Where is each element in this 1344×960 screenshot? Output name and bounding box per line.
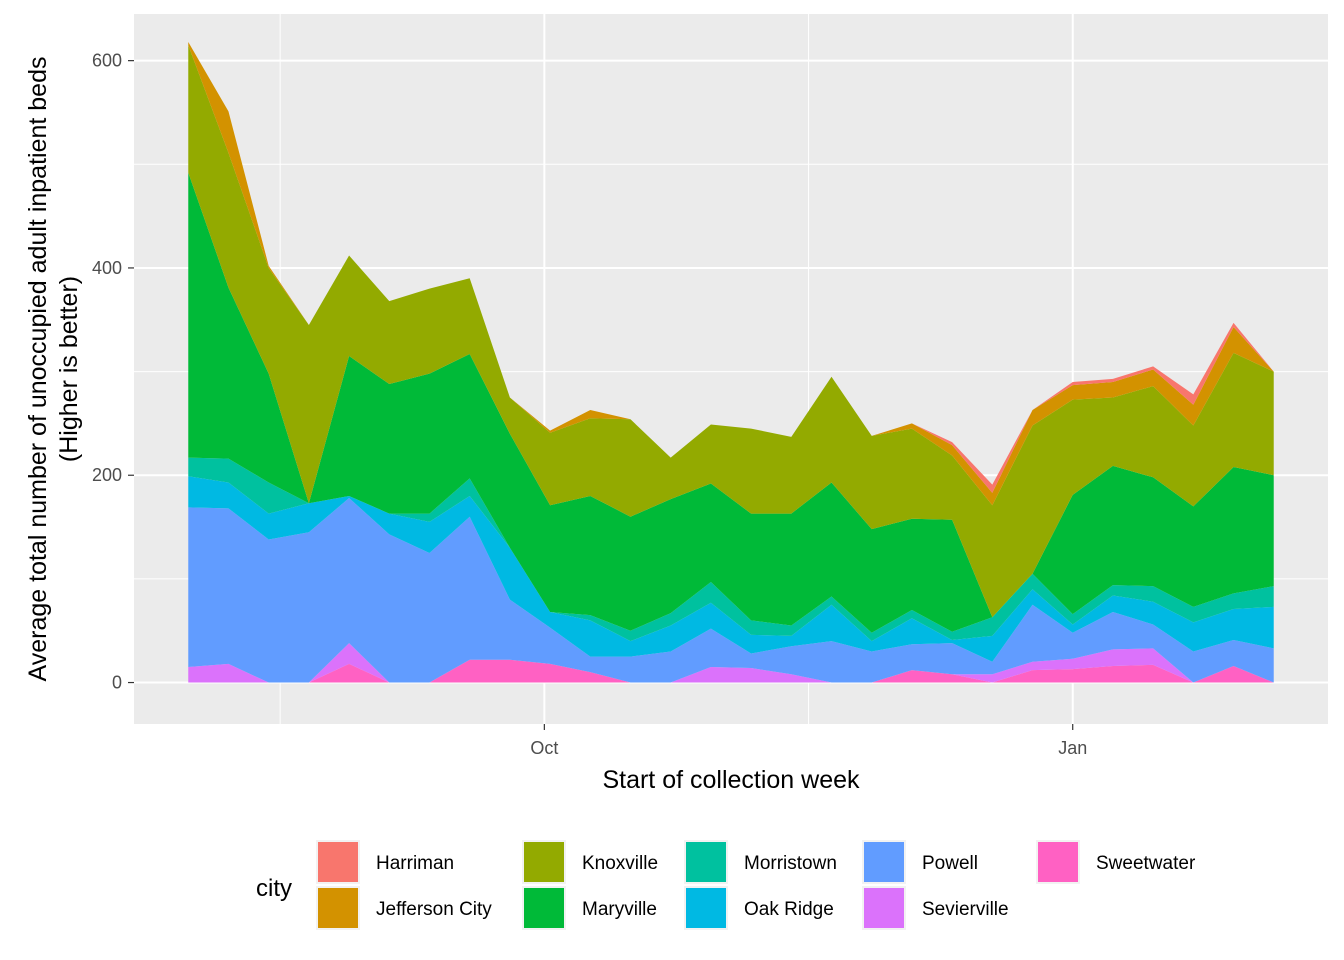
x-axis-title: Start of collection week: [602, 766, 860, 794]
legend-key-powell: [864, 842, 904, 882]
legend-label-sevierville: Sevierville: [922, 899, 1009, 920]
x-tick-label: Oct: [530, 738, 558, 758]
area-powell: [188, 498, 1274, 683]
legend-label-jefferson-city: Jefferson City: [376, 899, 492, 920]
legend-label-morristown: Morristown: [744, 853, 837, 874]
legend: Harriman Jefferson City Knoxville Maryville…: [316, 840, 1196, 930]
y-axis-subtitle: (Higher is better): [55, 276, 83, 462]
legend-label-sweetwater: Sweetwater: [1096, 853, 1196, 874]
y-tick-label: 600: [92, 51, 122, 71]
legend-label-powell: Powell: [922, 853, 978, 874]
legend-key-jefferson-city: [318, 888, 358, 928]
y-axis: 0 200 400 600: [92, 51, 134, 693]
legend-key-sweetwater: [1038, 842, 1078, 882]
legend-key-sevierville: [864, 888, 904, 928]
legend-key-maryville: [524, 888, 564, 928]
area-series: [188, 41, 1274, 683]
area-sweetwater: [188, 659, 1274, 683]
y-tick-label: 200: [92, 465, 122, 485]
y-tick-label: 0: [112, 673, 122, 693]
area-morristown: [188, 457, 1274, 642]
area-oak-ridge: [188, 476, 1274, 662]
legend-key-morristown: [686, 842, 726, 882]
legend-title: city: [256, 875, 292, 902]
area-knoxville: [188, 45, 1274, 618]
legend-label-harriman: Harriman: [376, 853, 454, 874]
y-tick-label: 400: [92, 258, 122, 278]
area-maryville: [188, 172, 1274, 633]
legend-key-oak-ridge: [686, 888, 726, 928]
area-sevierville: [188, 643, 1274, 683]
legend-key-harriman: [318, 842, 358, 882]
x-axis: Oct Jan: [530, 724, 1087, 758]
x-tick-label: Jan: [1058, 738, 1087, 758]
legend-label-oak-ridge: Oak Ridge: [744, 899, 834, 920]
legend-label-knoxville: Knoxville: [582, 853, 658, 874]
legend-key-knoxville: [524, 842, 564, 882]
y-axis-title: Average total number of unoccupied adult…: [24, 57, 52, 682]
legend-label-maryville: Maryville: [582, 899, 657, 920]
